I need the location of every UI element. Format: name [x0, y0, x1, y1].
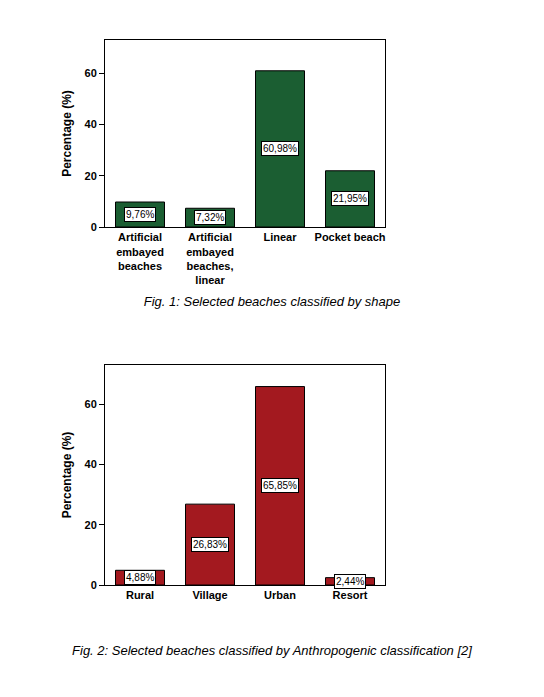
svg-text:4,88%: 4,88% [126, 572, 154, 583]
svg-text:Rural: Rural [126, 589, 154, 601]
svg-text:0: 0 [91, 221, 97, 233]
svg-text:Artificialembayedbeaches,linea: Artificialembayedbeaches,linear [186, 231, 234, 286]
svg-text:Artificialembayedbeaches: Artificialembayedbeaches [116, 231, 164, 272]
svg-text:0: 0 [91, 579, 97, 591]
svg-text:65,85%: 65,85% [263, 480, 297, 491]
svg-text:Linear: Linear [263, 231, 297, 243]
svg-text:40: 40 [85, 458, 97, 470]
svg-text:Village: Village [192, 589, 227, 601]
svg-text:21,95%: 21,95% [333, 193, 367, 204]
svg-text:9,76%: 9,76% [126, 209, 154, 220]
svg-text:20: 20 [85, 519, 97, 531]
svg-text:60,98%: 60,98% [263, 143, 297, 154]
html-text:Fig. 1: Selected beaches class: Fig. 1: Selected beaches classified by s… [143, 294, 401, 309]
svg-text:Urban: Urban [264, 589, 296, 601]
svg-text:26,83%: 26,83% [193, 539, 227, 550]
svg-text:Percentage (%): Percentage (%) [60, 90, 74, 177]
svg-text:40: 40 [85, 118, 97, 130]
svg-text:7,32%: 7,32% [196, 212, 224, 223]
svg-text:Resort: Resort [333, 589, 368, 601]
html-text:Fig. 2: Selected beaches class: Fig. 2: Selected beaches classified by A… [72, 643, 472, 658]
svg-text:Percentage (%): Percentage (%) [60, 432, 74, 519]
svg-text:60: 60 [85, 398, 97, 410]
svg-text:20: 20 [85, 170, 97, 182]
svg-text:60: 60 [85, 67, 97, 79]
svg-text:Pocket beach: Pocket beach [315, 231, 386, 243]
svg-text:2,44%: 2,44% [336, 576, 364, 587]
